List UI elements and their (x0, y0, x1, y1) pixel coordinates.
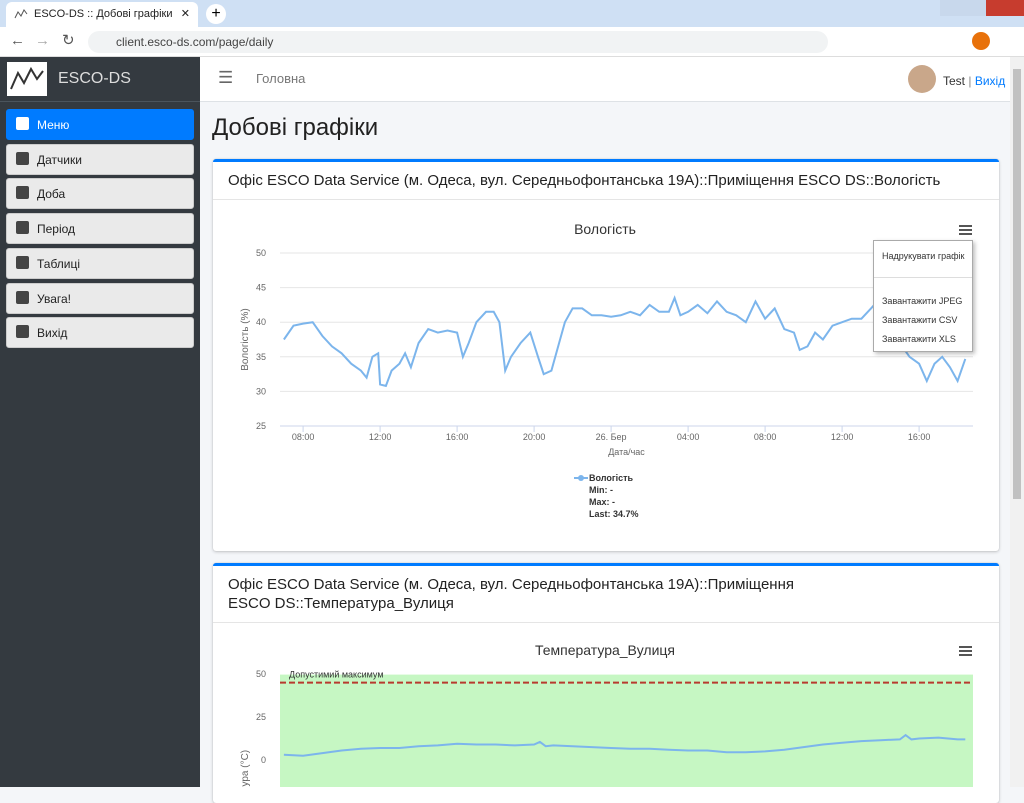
menu-item[interactable]: Завантажити CSV (882, 315, 958, 325)
plot-band (280, 674, 973, 787)
user-name: Test (943, 74, 966, 88)
x-tick-label: 20:00 (523, 432, 546, 442)
menu-icon (16, 290, 29, 304)
series-line (283, 295, 967, 388)
tab-icon (14, 9, 28, 19)
y-axis-label: Температура (°C) (240, 750, 251, 787)
tab-title: ESCO-DS :: Добові графіки (34, 8, 173, 20)
legend-detail: Max: - (589, 497, 615, 507)
y-tick-label: 0 (261, 755, 266, 765)
breadcrumb[interactable]: Головна (256, 71, 306, 86)
x-tick-label: 16:00 (908, 432, 931, 442)
forward-button[interactable]: → (35, 32, 50, 49)
legend-label[interactable]: Вологість (589, 473, 634, 483)
brand-name: ESCO-DS (58, 70, 131, 87)
logout-link[interactable]: Вихід (974, 74, 1006, 88)
menu-toggle[interactable]: ☰ (218, 68, 234, 87)
x-tick-label: 12:00 (831, 432, 854, 442)
card-title: Офіс ESCO Data Service (м. Одеса, вул. С… (213, 566, 999, 623)
y-tick-label: 40 (256, 317, 266, 327)
menu-icon (16, 186, 29, 200)
export-menu: Надрукувати графік Завантажити JPEG Зава… (873, 240, 973, 352)
back-button[interactable]: ← (10, 32, 25, 49)
y-tick-label: 25 (256, 421, 266, 431)
new-tab[interactable]: + (206, 4, 226, 24)
legend-detail: Last: 34.7% (589, 509, 639, 519)
menu-icon (16, 255, 29, 269)
browser-tab[interactable]: ESCO-DS :: Добові графіки ✕ (6, 2, 198, 27)
sidebar-menu-item[interactable]: Меню (6, 109, 194, 140)
x-axis-label: Дата/час (608, 447, 645, 457)
legend-detail: Min: - (589, 485, 613, 495)
export-icon-bar[interactable] (959, 650, 972, 652)
sidebar-menu-item[interactable]: Таблиці (6, 247, 194, 279)
x-tick-label: 12:00 (369, 432, 392, 442)
x-tick-label: 08:00 (292, 432, 315, 442)
menu-icon (16, 325, 29, 339)
url-field[interactable]: client.esco-ds.com/page/daily (88, 31, 828, 53)
y-tick-label: 50 (256, 248, 266, 258)
user-avatar (908, 65, 936, 93)
sidebar-menu-item[interactable]: Доба (6, 178, 194, 210)
y-tick-label: 50 (256, 669, 266, 679)
menu-item[interactable]: Надрукувати графік (882, 251, 965, 261)
window-controls[interactable] (940, 0, 1024, 16)
menu-icon (16, 221, 29, 235)
series-line (283, 733, 966, 757)
x-tick-label: 08:00 (754, 432, 777, 442)
y-tick-label: 30 (256, 386, 266, 396)
export-icon-bar[interactable] (959, 646, 972, 648)
sidebar-menu-item[interactable]: Датчики (6, 143, 194, 175)
menu-icon (16, 151, 29, 165)
card-title: Офіс ESCO Data Service (м. Одеса, вул. С… (213, 162, 999, 200)
profile-avatar[interactable] (972, 32, 990, 50)
brand-logo (7, 62, 47, 96)
x-tick-label: 26. Бер (596, 432, 627, 442)
top-navbar: ☰ Головна Test | Вихід (200, 57, 1010, 102)
separator: | (968, 74, 972, 88)
sidebar-menu-item[interactable]: Період (6, 213, 194, 245)
menu-item[interactable]: Завантажити JPEG (882, 296, 963, 306)
export-icon-bar[interactable] (959, 233, 972, 235)
plot-line-label: Допустимий максимум (289, 670, 384, 680)
reload-button[interactable]: ↻ (62, 32, 75, 49)
scrollbar[interactable] (1010, 57, 1024, 787)
x-tick-label: 04:00 (677, 432, 700, 442)
y-tick-label: 25 (256, 712, 266, 722)
chart-title: Температура_Вулиця (535, 642, 675, 658)
brand[interactable]: ESCO-DS (0, 57, 200, 102)
sidebar-menu-item[interactable]: Увага! (6, 282, 194, 314)
y-tick-label: 35 (256, 352, 266, 362)
export-icon-bar[interactable] (959, 225, 972, 227)
menu-item[interactable]: Завантажити XLS (882, 334, 956, 344)
x-tick-label: 16:00 (446, 432, 469, 442)
legend-symbol (578, 475, 584, 481)
export-icon-bar[interactable] (959, 229, 972, 231)
url-text: client.esco-ds.com/page/daily (116, 35, 274, 49)
page-title: Добові графіки (212, 114, 379, 141)
menu-separator (874, 277, 972, 278)
sidebar: ESCO-DS Меню Датчики Доба Період Таблиці Уваг… (0, 57, 200, 787)
menu-icon (16, 117, 29, 130)
y-tick-label: 45 (256, 283, 266, 293)
chart-title: Вологість (574, 221, 636, 237)
y-axis-label: Вологість (%) (240, 308, 251, 371)
sidebar-menu-item[interactable]: Вихід (6, 317, 194, 349)
export-icon-bar[interactable] (959, 654, 972, 656)
